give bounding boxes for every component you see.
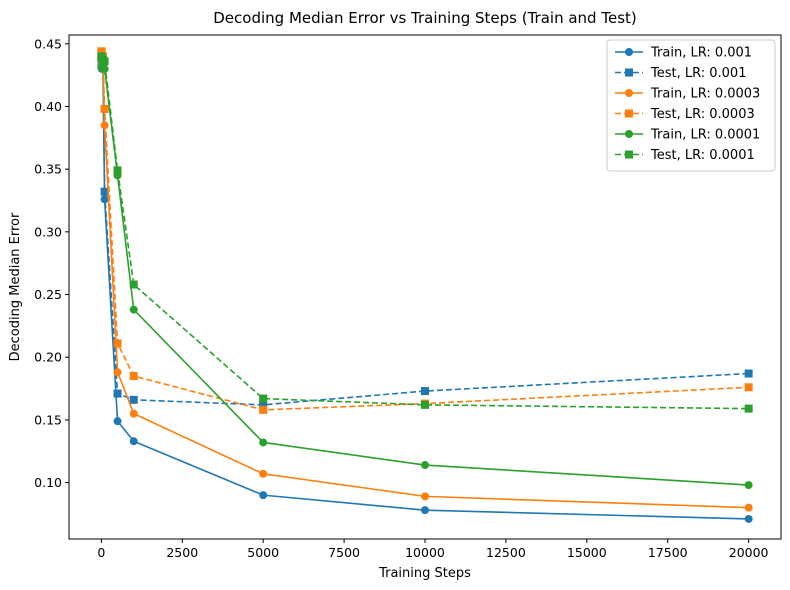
legend-label: Train, LR: 0.0001 — [650, 128, 760, 143]
y-tick-label: 0.30 — [34, 224, 62, 239]
data-point — [100, 187, 109, 196]
data-point — [259, 400, 268, 409]
data-point — [744, 481, 753, 490]
x-tick-label: 10000 — [405, 545, 445, 560]
y-tick-label: 0.40 — [34, 99, 62, 114]
data-point — [129, 372, 138, 381]
y-tick-label: 0.15 — [34, 412, 62, 427]
legend-item: Train, LR: 0.0001 — [615, 128, 760, 143]
data-point — [100, 104, 109, 113]
data-point — [259, 405, 268, 414]
data-point — [129, 409, 138, 418]
data-point — [744, 383, 753, 392]
x-axis: 0 2500 5000 7500 10000 12500 15000 17500 20000 — [97, 539, 769, 560]
data-point — [744, 404, 753, 413]
data-point — [113, 339, 122, 348]
data-point — [744, 503, 753, 512]
legend-label: Test, LR: 0.001 — [650, 66, 746, 81]
chart-title: Decoding Median Error vs Training Steps … — [213, 9, 637, 27]
x-tick-label: 17500 — [648, 545, 688, 560]
legend-marker — [625, 150, 633, 159]
y-axis: 0.10 0.15 0.20 0.25 0.30 0.35 0.40 0.45 — [34, 36, 69, 490]
data-point — [113, 166, 122, 175]
x-tick-label: 7500 — [328, 545, 360, 560]
legend-marker — [625, 130, 633, 138]
legend-label: Test, LR: 0.0001 — [650, 148, 755, 163]
legend-label: Test, LR: 0.0003 — [650, 107, 755, 122]
legend: Train, LR: 0.001 Test, LR: 0.001 Train, LR… — [606, 39, 776, 172]
y-tick-label: 0.25 — [34, 287, 62, 302]
x-tick-label: 0 — [97, 545, 105, 560]
y-tick-label: 0.10 — [34, 475, 62, 490]
data-point — [421, 492, 429, 501]
y-tick-label: 0.45 — [34, 36, 62, 51]
data-point — [100, 57, 109, 66]
data-point — [744, 369, 753, 378]
data-point — [129, 305, 138, 314]
x-tick-label: 2500 — [166, 545, 198, 560]
y-tick-label: 0.35 — [34, 162, 62, 177]
legend-item: Train, LR: 0.001 — [615, 46, 752, 61]
data-point — [421, 400, 429, 409]
data-point — [129, 437, 138, 446]
y-tick-label: 0.20 — [34, 350, 62, 365]
legend-marker — [625, 109, 633, 118]
x-tick-label: 20000 — [729, 545, 769, 560]
legend-label: Train, LR: 0.001 — [650, 46, 752, 61]
x-tick-label: 5000 — [247, 545, 279, 560]
data-point — [421, 461, 429, 470]
series-layer — [97, 47, 753, 523]
x-tick-label: 12500 — [486, 545, 526, 560]
legend-item: Test, LR: 0.0003 — [615, 107, 755, 122]
data-point — [100, 121, 109, 130]
x-tick-label: 15000 — [567, 545, 607, 560]
data-point — [259, 491, 268, 500]
x-axis-label: Training Steps — [378, 566, 471, 581]
data-point — [421, 506, 429, 515]
legend-marker — [625, 68, 633, 77]
legend-item: Test, LR: 0.0001 — [615, 148, 755, 163]
data-point — [744, 514, 753, 523]
legend-label: Train, LR: 0.0003 — [650, 87, 760, 102]
data-point — [100, 64, 109, 73]
legend-item: Test, LR: 0.001 — [615, 66, 746, 81]
data-point — [259, 394, 268, 403]
legend-marker — [625, 89, 633, 97]
data-point — [259, 438, 268, 447]
data-point — [421, 387, 429, 396]
data-point — [113, 368, 122, 377]
data-point — [113, 389, 122, 398]
legend-marker — [625, 48, 633, 56]
data-point — [113, 417, 122, 426]
series-6 — [97, 52, 753, 413]
data-point — [129, 395, 138, 404]
legend-item: Train, LR: 0.0003 — [615, 87, 760, 102]
data-point — [129, 280, 138, 289]
legend-box — [606, 39, 776, 172]
data-point — [259, 469, 268, 478]
y-axis-label: Decoding Median Error — [8, 212, 23, 361]
